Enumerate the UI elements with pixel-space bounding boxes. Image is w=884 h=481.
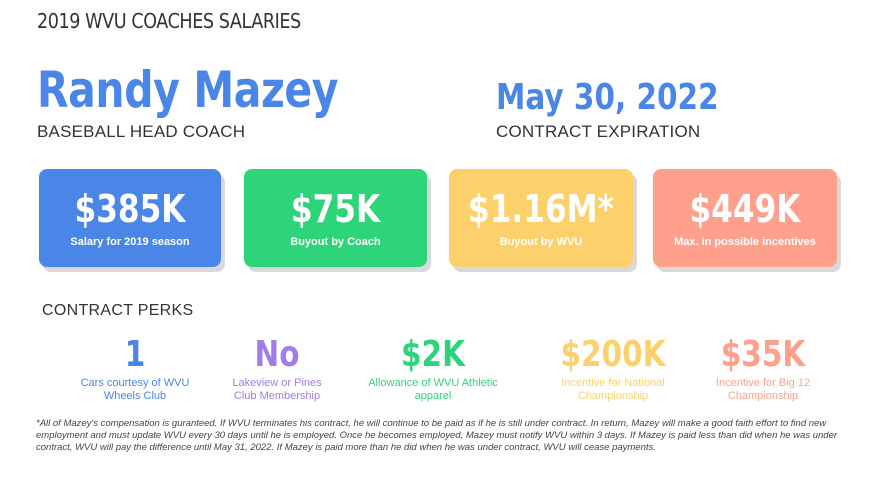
card-value: $75K [290,187,381,231]
card-value: $385K [74,187,186,231]
wvu-buyout-card: $1.16M* Buyout by WVU [449,169,633,267]
perk-club-membership: No Lakeview or Pines Club Membership [197,333,357,403]
contract-expiration-date: May 30, 2022 [496,77,719,118]
contract-expiration-label: CONTRACT EXPIRATION [496,122,701,141]
perk-label: Cars courtesy of WVU Wheels Club [80,377,190,402]
card-label: Salary for 2019 season [70,236,190,248]
coach-title: BASEBALL HEAD COACH [37,122,246,141]
perk-label: Allowance of WVU Athletic apparel [368,377,498,402]
perk-cars: 1 Cars courtesy of WVU Wheels Club [55,333,215,403]
perk-value: $35K [720,334,806,375]
perk-value: No [254,334,300,375]
perk-national-championship: $200K Incentive for National Championshi… [533,333,693,403]
footnote: *All of Mazey's compensation is gurantee… [36,418,838,453]
perk-value: $2K [401,334,465,375]
perk-big12-championship: $35K Incentive for Big 12 Championship [683,333,843,403]
card-value: $1.16M* [468,187,614,231]
card-label: Buyout by WVU [499,236,583,248]
perk-label: Incentive for National Championship [561,377,665,402]
coach-name: Randy Mazey [37,61,339,119]
perk-label: Incentive for Big 12 Championship [715,377,811,402]
perk-value: 1 [124,334,146,375]
card-value: $449K [689,187,801,231]
card-label: Max. in possible incentives [674,236,816,248]
coach-buyout-card: $75K Buyout by Coach [244,169,427,267]
perk-value: $200K [560,334,666,375]
perk-label: Lakeview or Pines Club Membership [232,377,322,402]
card-label: Buyout by Coach [290,236,381,248]
incentives-card: $449K Max. in possible incentives [653,169,837,267]
page-title: 2019 WVU COACHES SALARIES [37,9,301,33]
perk-apparel: $2K Allowance of WVU Athletic apparel [353,333,513,403]
perks-heading: CONTRACT PERKS [42,302,194,319]
salary-card: $385K Salary for 2019 season [39,169,221,267]
